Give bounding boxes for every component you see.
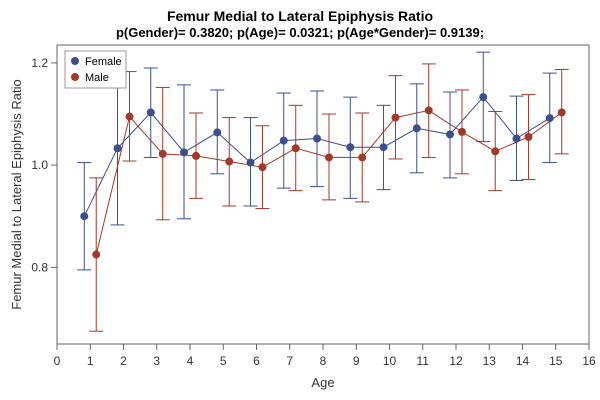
legend-label-female: Female — [85, 56, 122, 68]
male-point-age-2 — [125, 112, 134, 121]
female-point-age-3 — [146, 108, 155, 117]
female-point-age-15 — [545, 114, 554, 123]
male-point-age-10 — [391, 113, 400, 122]
chart-subtitle: p(Gender)= 0.3820; p(Age)= 0.0321; p(Age… — [115, 25, 485, 40]
male-point-age-15 — [557, 108, 566, 117]
x-tick-label-15: 15 — [549, 354, 563, 368]
data-markers — [80, 93, 566, 259]
x-axis-label: Age — [311, 375, 334, 390]
male-point-age-1 — [92, 250, 101, 259]
x-tick-label-7: 7 — [286, 354, 293, 368]
x-tick-label-13: 13 — [483, 354, 497, 368]
series-lines — [83, 96, 562, 255]
y-tick-label-0: 0.8 — [31, 260, 48, 274]
x-tick-label-1: 1 — [87, 354, 94, 368]
female-point-age-5 — [213, 128, 222, 137]
x-tick-label-2: 2 — [120, 354, 127, 368]
plot-frame — [56, 44, 590, 345]
legend-marker-male — [71, 73, 79, 81]
axes: 0 1 2 3 4 5 6 7 8 9 10 11 12 13 14 15 160.81.01.2 — [31, 56, 596, 368]
legend-marker-female — [71, 57, 79, 65]
x-tick-label-14: 14 — [516, 354, 530, 368]
female-point-age-7 — [279, 136, 288, 145]
x-tick-label-0: 0 — [54, 354, 61, 368]
female-point-age-6 — [246, 158, 255, 167]
male-point-age-6 — [258, 163, 267, 172]
y-tick-label-1: 1.0 — [31, 158, 48, 172]
x-tick-label-16: 16 — [582, 354, 596, 368]
male-point-age-8 — [324, 153, 333, 162]
x-tick-label-10: 10 — [383, 354, 397, 368]
female-point-age-4 — [180, 148, 189, 157]
female-point-age-11 — [412, 124, 421, 133]
x-tick-label-5: 5 — [220, 354, 227, 368]
female-point-age-8 — [313, 134, 322, 143]
legend-label-male: Male — [85, 72, 109, 84]
x-tick-label-12: 12 — [449, 354, 463, 368]
male-point-age-5 — [225, 157, 234, 166]
female-point-age-2 — [113, 144, 122, 153]
male-point-age-13 — [491, 147, 500, 156]
legend: Female Male — [64, 50, 127, 89]
female-point-age-14 — [512, 134, 521, 143]
female-point-age-10 — [379, 143, 388, 152]
female-point-age-12 — [446, 130, 455, 139]
male-point-age-3 — [158, 149, 167, 158]
x-tick-label-3: 3 — [153, 354, 160, 368]
male-point-age-12 — [457, 127, 466, 136]
x-tick-label-4: 4 — [187, 354, 194, 368]
female-point-age-1 — [80, 212, 89, 221]
x-tick-label-9: 9 — [353, 354, 360, 368]
x-tick-label-8: 8 — [320, 354, 327, 368]
male-point-age-9 — [358, 153, 367, 162]
male-point-age-7 — [291, 144, 300, 153]
x-tick-label-6: 6 — [253, 354, 260, 368]
female-point-age-9 — [346, 143, 355, 152]
male-point-age-11 — [424, 106, 433, 115]
female-point-age-13 — [479, 93, 488, 102]
male-point-age-4 — [191, 151, 200, 160]
y-tick-label-2: 1.2 — [31, 56, 48, 70]
y-axis-label: Femur Medial to Lateral Epiphysis Ratio — [9, 79, 24, 310]
chart-title: Femur Medial to Lateral Epiphysis Ratio — [166, 8, 434, 24]
x-tick-label-11: 11 — [417, 354, 430, 368]
error-bars — [77, 51, 569, 332]
male-point-age-14 — [524, 133, 533, 141]
